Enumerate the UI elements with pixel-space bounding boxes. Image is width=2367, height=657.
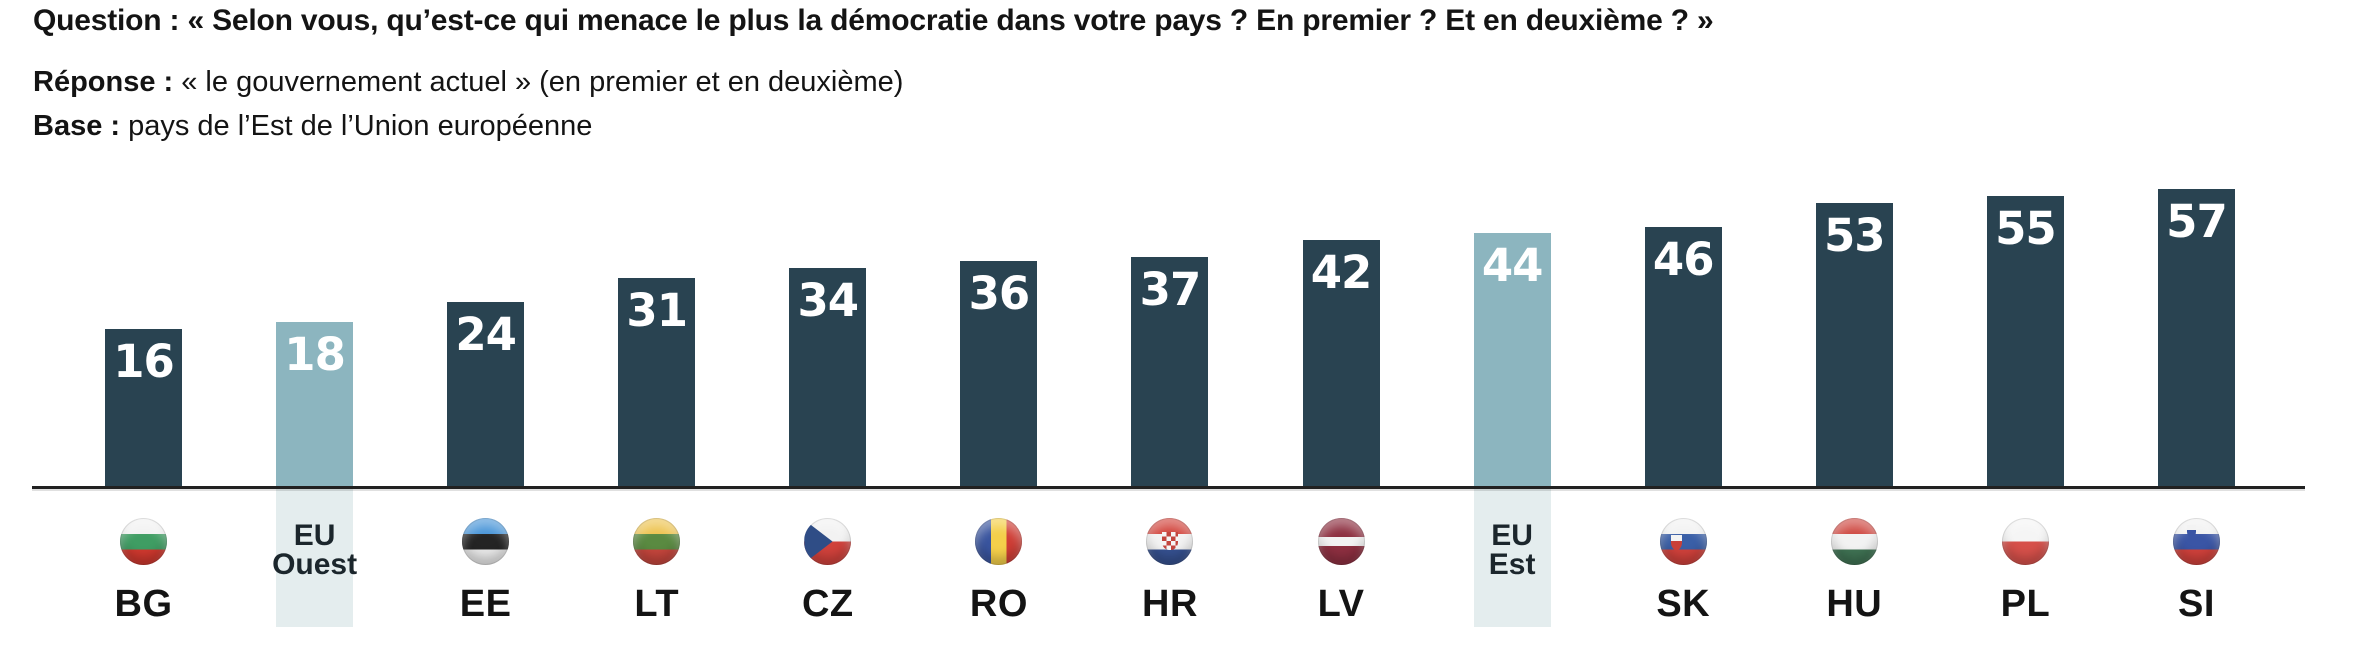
estonia-flag-icon xyxy=(462,518,510,565)
bar-lv: 42 xyxy=(1302,240,1380,488)
base-text: pays de l’Est de l’Union européenne xyxy=(128,110,593,142)
bar-ro: 36 xyxy=(960,261,1038,488)
slovakia-crest xyxy=(1670,534,1683,550)
aggregate-label-line: Ouest xyxy=(272,548,358,581)
reponse-label: Réponse : xyxy=(33,66,174,98)
bar-value-label: 16 xyxy=(113,335,175,388)
country-code-label-ee: EE xyxy=(459,583,512,625)
question-text: « Selon vous, qu’est-ce qui menace le pl… xyxy=(187,4,1714,37)
bar-hu: 53 xyxy=(1815,203,1893,488)
bar-sk: 46 xyxy=(1644,227,1722,488)
question-line: Question : « Selon vous, qu’est-ce qui m… xyxy=(33,4,1714,38)
bar-cz: 34 xyxy=(789,268,867,488)
croatia-checkerboard-crest xyxy=(1161,532,1178,550)
country-code-label-cz: CZ xyxy=(801,583,854,625)
reponse-line: Réponse : « le gouvernement actuel » (en… xyxy=(33,66,903,99)
aggregate-label-line: Est xyxy=(1488,548,1536,581)
aggregate-label-eu-est: EU Est xyxy=(1489,489,1536,627)
bar-value-label: 18 xyxy=(284,328,346,381)
poland-flag-icon xyxy=(2001,518,2049,565)
country-code-label-hu: HU xyxy=(1826,583,1883,625)
bar-bg: 16 xyxy=(105,329,182,488)
reponse-text: « le gouvernement actuel » (en premier e… xyxy=(181,66,904,98)
bar-ee: 24 xyxy=(447,302,525,488)
bar-value-label: 55 xyxy=(1995,202,2057,255)
country-code-label-lt: LT xyxy=(634,583,680,625)
slovenia-crest xyxy=(2187,524,2197,538)
bar-value-label: 44 xyxy=(1481,239,1544,292)
bar-pl: 55 xyxy=(1986,196,2064,488)
czechia-triangle xyxy=(804,519,833,564)
latvia-flag-icon xyxy=(1317,518,1365,565)
country-code-label-hr: HR xyxy=(1142,583,1198,625)
highlight-band-eu-ouest: EU Ouest xyxy=(272,489,357,627)
x-axis-line xyxy=(32,486,2305,489)
lithuania-flag-icon xyxy=(633,518,681,565)
bar-value-label: 31 xyxy=(626,284,688,337)
bar-value-label: 24 xyxy=(455,308,517,361)
country-code-label-bg: BG xyxy=(114,583,173,625)
czechia-flag-icon xyxy=(804,518,852,565)
bar-eu-est: 44 xyxy=(1473,233,1551,488)
question-label: Question : xyxy=(33,4,180,37)
country-code-label-si: SI xyxy=(2178,583,2215,625)
aggregate-label-eu-ouest: EU Ouest xyxy=(272,489,357,627)
romania-flag-icon xyxy=(975,518,1023,565)
bar-value-label: 37 xyxy=(1139,263,1202,316)
country-code-label-pl: PL xyxy=(2000,583,2051,625)
bar-eu-ouest: 18 xyxy=(276,322,354,488)
bar-value-label: 36 xyxy=(968,267,1031,320)
aggregate-label-line: EU xyxy=(1491,519,1533,552)
bar-si: 57 xyxy=(2157,189,2235,488)
bar-value-label: 53 xyxy=(1823,209,1886,262)
hungary-flag-icon xyxy=(1830,518,1878,565)
bar-value-label: 42 xyxy=(1310,246,1373,299)
bar-value-label: 34 xyxy=(797,274,860,327)
country-code-label-ro: RO xyxy=(969,583,1028,625)
highlight-band-eu-est: EU Est xyxy=(1473,489,1551,627)
aggregate-label-line: EU xyxy=(293,519,336,552)
bar-lt: 31 xyxy=(618,278,696,488)
country-code-label-sk: SK xyxy=(1656,583,1711,625)
bar-value-label: 46 xyxy=(1652,233,1715,286)
slovenia-flag-icon xyxy=(2172,518,2220,565)
base-label: Base : xyxy=(33,110,121,142)
bulgaria-flag-icon xyxy=(120,518,167,565)
base-line: Base : pays de l’Est de l’Union européen… xyxy=(33,110,592,143)
slovakia-flag-icon xyxy=(1659,518,1707,565)
country-code-label-lv: LV xyxy=(1317,583,1365,625)
croatia-flag-icon xyxy=(1146,518,1194,565)
bar-hr: 37 xyxy=(1131,257,1209,488)
bar-value-label: 57 xyxy=(2166,195,2228,248)
